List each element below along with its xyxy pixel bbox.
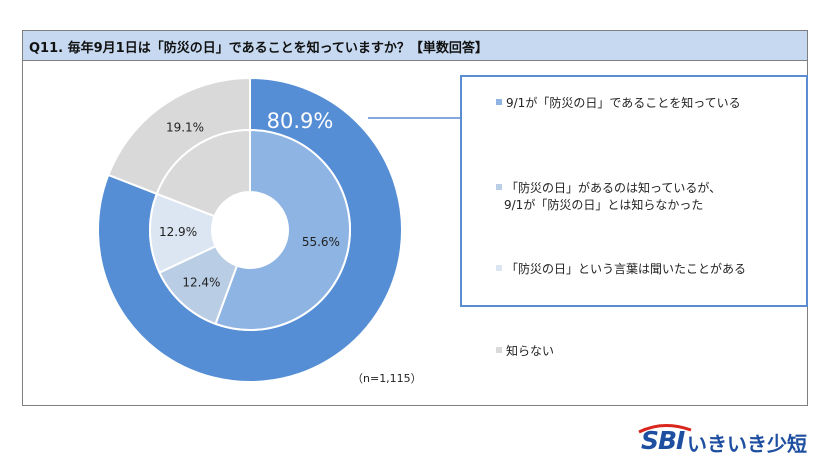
legend-swatch: [496, 347, 502, 353]
inner-slice-0: [214, 128, 351, 331]
legend-callout-box: [460, 75, 808, 307]
question-header: Q11. 毎年9月1日は「防災の日」であることを知っていますか？【単数回答】: [23, 31, 807, 61]
legend-item-know-date: 9/1が「防災の日」であることを知っている: [496, 95, 741, 112]
outer-ring: [97, 76, 403, 383]
inner-ring: [149, 128, 351, 331]
legend-item-heard-word: 「防災の日」という言葉は聞いたことがある: [496, 261, 746, 278]
sample-size-label: （n=1,115）: [352, 372, 422, 385]
legend-label: 「防災の日」という言葉は聞いたことがある: [506, 262, 747, 276]
legend-item-know-day-not-date: 「防災の日」があるのは知っているが、 9/1が「防災の日」とは知らなかった: [496, 180, 721, 214]
slice-labels: 80.9% 19.1% 55.6% 12.4% 12.9%: [159, 109, 340, 290]
outer-data-label-1: 19.1%: [166, 121, 204, 135]
legend-label: 9/1が「防災の日」であることを知っている: [506, 96, 741, 110]
legend-item-dont-know: 知らない: [496, 343, 554, 360]
legend-swatch: [496, 265, 502, 271]
legend-swatch: [496, 184, 502, 190]
legend-label: 知らない: [506, 344, 555, 358]
inner-slice-3: [155, 128, 251, 218]
inner-data-label-0: 55.6%: [302, 235, 340, 249]
inner-data-label-2: 12.9%: [159, 225, 197, 239]
logo-company-name: いきいき少短: [687, 432, 807, 456]
logo-swoosh-icon: [638, 424, 692, 434]
question-title: Q11. 毎年9月1日は「防災の日」であることを知っていますか？【単数回答】: [29, 41, 488, 56]
legend-label: 「防災の日」があるのは知っているが、: [506, 181, 722, 195]
legend-swatch: [496, 99, 502, 105]
legend-label-line2: 9/1が「防災の日」とは知らなかった: [504, 198, 704, 212]
outer-data-label-0: 80.9%: [267, 109, 334, 133]
logo-brand: SBI: [641, 426, 685, 455]
inner-data-label-1: 12.4%: [182, 276, 220, 290]
